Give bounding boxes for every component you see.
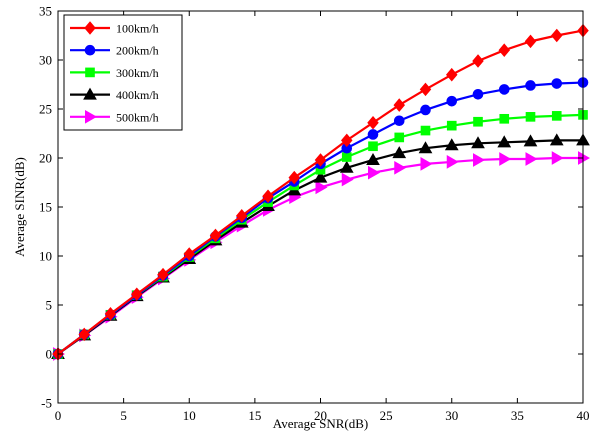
data-point [523, 134, 538, 147]
data-point [209, 228, 222, 243]
data-point [549, 133, 564, 146]
y-tick-label: 25 [39, 102, 52, 117]
data-point [366, 152, 380, 165]
legend-label: 400km/h [116, 88, 159, 102]
x-tick-label: 15 [248, 408, 261, 423]
y-tick-label: 35 [39, 4, 52, 19]
data-point [313, 170, 328, 183]
legend-marker [84, 44, 96, 56]
legend-marker [83, 87, 97, 100]
data-point [446, 95, 458, 107]
data-point [499, 152, 512, 166]
data-point [419, 82, 432, 97]
data-point [446, 155, 459, 169]
y-tick-label: 0 [46, 347, 53, 362]
x-axis-label: Average SNR(dB) [273, 416, 368, 431]
y-tick-label: 30 [39, 53, 52, 68]
data-point [551, 151, 564, 165]
y-tick-label: -5 [41, 396, 52, 411]
data-point [551, 111, 562, 121]
data-point [394, 160, 407, 175]
data-point [368, 141, 378, 152]
x-tick-label: 25 [380, 408, 393, 423]
data-point [551, 78, 563, 89]
x-tick-label: 10 [183, 408, 196, 423]
data-point [367, 115, 379, 130]
legend-item: 400km/h [70, 87, 159, 102]
legend-label: 100km/h [116, 22, 159, 36]
x-tick-label: 35 [511, 408, 524, 423]
data-point [157, 267, 169, 282]
data-point [339, 160, 354, 173]
y-axis-label: Average SINR(dB) [12, 157, 27, 257]
legend-label: 300km/h [116, 66, 159, 80]
y-tick-label: 20 [39, 151, 52, 166]
data-point [183, 247, 196, 261]
data-point [235, 209, 248, 223]
legend-item: 300km/h [70, 66, 159, 80]
data-point [499, 113, 510, 124]
y-tick-label: 10 [39, 249, 52, 264]
data-point [525, 152, 538, 166]
series-300km/h [53, 110, 588, 359]
data-point [525, 112, 536, 122]
legend-marker [85, 67, 95, 78]
data-point [446, 120, 457, 131]
data-point [315, 180, 328, 195]
x-tick-label: 40 [577, 408, 590, 423]
legend: 100km/h 200km/h 300km/h 400km/h 500km/h [63, 14, 183, 131]
data-point [498, 43, 511, 57]
data-point [78, 327, 91, 342]
data-point [340, 133, 353, 148]
data-point [262, 189, 274, 203]
legend-item: 200km/h [70, 44, 159, 58]
x-tick-label: 20 [314, 408, 327, 423]
data-point [498, 84, 510, 95]
data-point [497, 135, 512, 148]
legend-label: 500km/h [116, 110, 159, 124]
data-point [472, 54, 484, 68]
x-tick-label: 5 [120, 408, 127, 423]
legend-marker [85, 109, 98, 124]
y-tick-label: 5 [46, 298, 53, 313]
data-point [524, 34, 537, 49]
data-point [418, 141, 433, 154]
data-point [472, 89, 484, 100]
data-point [393, 115, 405, 127]
data-point [367, 129, 379, 140]
data-point [392, 146, 407, 159]
data-point [471, 136, 485, 149]
data-point [420, 104, 431, 116]
data-point [314, 153, 327, 167]
x-tick-label: 30 [445, 408, 458, 423]
data-point [394, 132, 405, 143]
data-point [130, 287, 143, 301]
data-point [444, 138, 459, 151]
series-100km/h [52, 23, 589, 361]
legend-label: 200km/h [116, 44, 159, 58]
data-point [393, 98, 406, 112]
series-500km/h [53, 151, 591, 361]
legend-item: 100km/h [70, 21, 159, 36]
data-point [420, 157, 433, 171]
data-point [473, 116, 483, 127]
data-point [473, 153, 486, 167]
data-point [341, 172, 354, 187]
x-tick-label: 0 [55, 408, 62, 423]
data-point [550, 28, 563, 43]
data-point [445, 67, 458, 82]
y-tick-label: 15 [39, 200, 52, 215]
series-line [57, 113, 584, 355]
data-point [420, 125, 431, 136]
data-point [104, 307, 117, 321]
legend-item: 500km/h [70, 109, 159, 124]
data-point [341, 152, 352, 162]
legend-marker [84, 21, 96, 35]
data-point [525, 80, 536, 91]
data-point [368, 165, 381, 180]
data-point [288, 170, 301, 185]
